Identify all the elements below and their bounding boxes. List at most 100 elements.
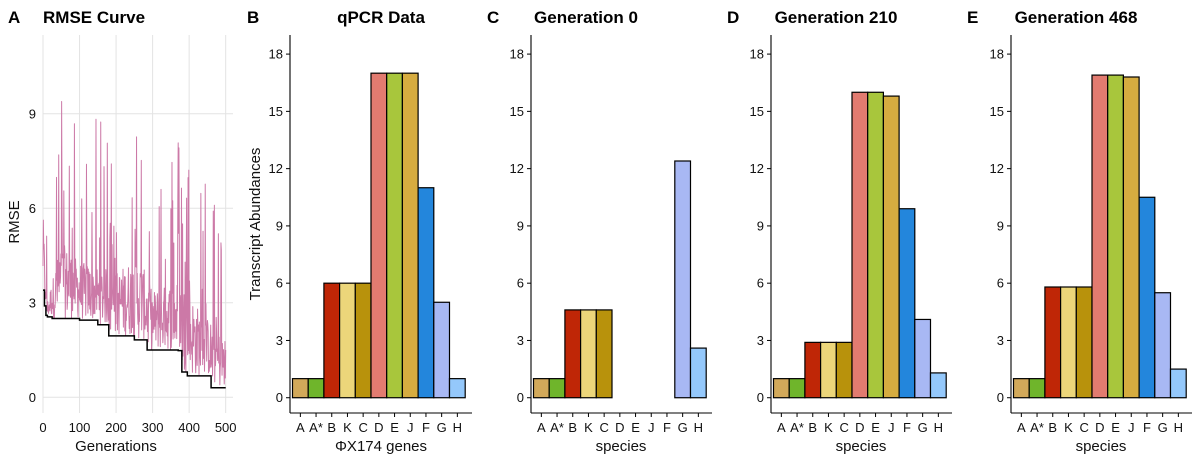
panel-a-y-tick-label: 6 — [29, 201, 36, 216]
panel-c-x-axis: A A* B K C D E J F G H — [531, 412, 712, 435]
panel-e-x-axis-title: species — [1076, 438, 1127, 455]
panel-e-bar-g — [1154, 292, 1172, 399]
panel-c-letter: C — [487, 8, 499, 27]
panel-b-bar-j — [401, 72, 419, 399]
panel-a-x-tick-label: 400 — [178, 420, 200, 435]
panel-d-x-tick-label: J — [888, 420, 895, 435]
panel-b-bar-a-star — [307, 378, 325, 399]
panel-c-x-axis-title: species — [596, 438, 647, 455]
panel-c-x-tick-label: A* — [550, 420, 564, 435]
panel-e-bar-f — [1138, 196, 1156, 399]
panel-b-x-tick-label: A* — [309, 420, 323, 435]
panel-d-bar-c — [835, 341, 853, 399]
panel-e-bar-e — [1107, 74, 1124, 399]
panel-b-bar-b — [323, 282, 341, 399]
panel-b-y-tick-label: 12 — [269, 161, 283, 176]
panel-b-bar-e — [386, 72, 404, 399]
panel-d-title: Generation 210 — [775, 8, 898, 27]
panel-e-x-tick-label: B — [1048, 420, 1057, 435]
panel-c-y-tick-label: 6 — [517, 276, 524, 291]
panel-a-title: RMSE Curve — [43, 8, 145, 27]
panel-d-x-tick-label: A — [777, 420, 786, 435]
panel-a-letter: A — [8, 8, 20, 27]
panel-b-bar-a — [291, 378, 309, 399]
panel-c-y-tick-label: 12 — [510, 161, 524, 176]
panel-b-y-tick-label: 18 — [269, 47, 283, 62]
panel-d-letter: D — [727, 8, 739, 27]
panel-c-y-tick-label: 9 — [517, 218, 524, 233]
panel-d-bar-h — [929, 372, 947, 399]
panel-e-bar-h — [1169, 368, 1187, 399]
panel-e-y-tick-label: 0 — [997, 390, 1004, 405]
panel-b-y-axis-title: Transcript Abundances — [247, 148, 264, 301]
panel-b-title: qPCR Data — [337, 8, 425, 27]
panel-c-x-tick-label: F — [663, 420, 671, 435]
panel-e-bar-j — [1122, 76, 1140, 399]
panel-a-y-tick-label: 9 — [29, 106, 36, 121]
panel-d-y-tick-label: 3 — [757, 333, 764, 348]
panel-d-y-tick-label: 9 — [757, 218, 764, 233]
panel-e-bar-a — [1012, 378, 1030, 399]
panel-b-bars — [291, 72, 466, 399]
panel-e-x-tick-label: C — [1079, 420, 1088, 435]
panel-d-bar-a — [772, 378, 790, 399]
panel-a-rmse-curve: A RMSE Curve 0 3 6 9 0 100 200 300 400 500 Gener… — [6, 8, 237, 455]
panel-d-y-tick-label: 15 — [750, 104, 764, 119]
panel-e-bar-c — [1075, 286, 1093, 399]
panel-c-bar-k — [579, 309, 597, 399]
panel-a-x-tick-label: 0 — [39, 420, 46, 435]
panel-c-x-tick-label: K — [584, 420, 593, 435]
panel-b-x-tick-label: B — [327, 420, 336, 435]
panel-d-x-tick-label: D — [855, 420, 864, 435]
panel-c-x-tick-label: E — [631, 420, 640, 435]
panel-e-bars — [1012, 74, 1187, 399]
panel-e-x-tick-label: E — [1111, 420, 1120, 435]
panel-d-x-tick-label: C — [839, 420, 848, 435]
panel-c-y-tick-label: 3 — [517, 333, 524, 348]
panel-c-bar-h — [689, 347, 707, 399]
panel-b-bar-k — [339, 282, 356, 399]
panel-e-x-tick-label: D — [1095, 420, 1104, 435]
panel-d-bar-d — [851, 91, 869, 399]
panel-a-x-axis-title: Generations — [75, 438, 157, 455]
panel-e-title: Generation 468 — [1015, 8, 1138, 27]
panel-d-y-axis: 0 3 6 9 12 15 18 — [750, 35, 772, 413]
panel-e-bar-d — [1091, 74, 1109, 399]
panel-d-x-axis: A A* B K C D E J F G H — [771, 412, 952, 435]
panel-b-y-axis: 0 3 6 9 12 15 18 — [269, 35, 291, 413]
panel-b-x-tick-label: K — [343, 420, 352, 435]
panel-d-bar-g — [914, 318, 932, 399]
panel-e-y-tick-label: 3 — [997, 333, 1004, 348]
panel-a-x-tick-label: 200 — [105, 420, 127, 435]
panel-e-y-tick-label: 9 — [997, 218, 1004, 233]
panel-d-y-tick-label: 12 — [750, 161, 764, 176]
panel-b-bar-d — [370, 72, 388, 399]
panel-d-x-axis-title: species — [836, 438, 887, 455]
panel-e-x-tick-label: J — [1128, 420, 1135, 435]
panel-c-x-tick-label: A — [537, 420, 546, 435]
panel-b-y-tick-label: 6 — [276, 276, 283, 291]
panel-d-bar-k — [819, 341, 837, 399]
panel-d-y-tick-label: 0 — [757, 390, 764, 405]
panel-b-x-tick-label: G — [437, 420, 447, 435]
panel-c-x-tick-label: B — [568, 420, 577, 435]
panel-d-x-tick-label: G — [918, 420, 928, 435]
panel-c-x-tick-label: H — [694, 420, 703, 435]
panel-a-y-tick-label: 3 — [29, 295, 36, 310]
panel-b-y-tick-label: 15 — [269, 104, 283, 119]
panel-d-bars — [772, 91, 947, 399]
panel-c-x-tick-label: G — [678, 420, 688, 435]
panel-b-x-axis: A A* B K C D E J F G H — [290, 412, 472, 435]
panel-d-y-tick-label: 6 — [757, 276, 764, 291]
panel-d-bar-b — [804, 341, 822, 399]
panel-b-x-tick-label: H — [453, 420, 462, 435]
panel-a-plot-area — [42, 100, 227, 389]
panel-b-y-tick-label: 0 — [276, 390, 283, 405]
panel-c-bar-c — [595, 309, 613, 399]
panel-b-bar-f — [417, 187, 435, 399]
panel-b-x-tick-label: D — [374, 420, 383, 435]
